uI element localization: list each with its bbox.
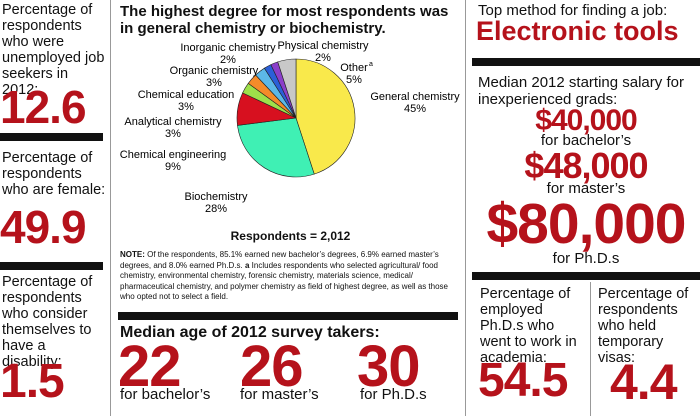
pie-slice [295,58,356,175]
rule [0,262,103,270]
pie-slice [277,58,297,119]
note: NOTE: Of the respondents, 85.1% earned n… [120,250,456,303]
stat-label: Percentage of respondents who were unemp… [2,2,105,98]
stat-value: 54.5 [478,354,568,407]
slice-value: 2% [315,52,331,64]
footnote-mark: a [369,61,373,68]
slice-label: Chemical education [138,89,235,101]
slice-label: General chemistry [370,91,460,103]
note-text: Includes respondents who selected agricu… [120,260,449,302]
slice-value: 3% [178,101,194,113]
slice-label: Organic chemistry [170,65,259,77]
salary-value: $80,000 [486,192,686,256]
stat-value: 49.9 [0,201,87,253]
stat-value: 4.4 [610,354,678,410]
stat-value: 12.6 [0,81,87,133]
salary-label: for Ph.D.s [552,250,620,267]
chart-title: The highest degree for most respondents … [120,3,449,37]
rule [472,272,700,280]
rule [0,133,103,141]
slice-value: 5% [346,74,362,86]
stat-value: 1.5 [0,355,65,408]
stat-label: Percentage of employed Ph.D.s who went t… [480,286,577,366]
slice-value: 3% [165,128,181,140]
slice-label: Chemical engineering [120,149,226,161]
slice-label: Inorganic chemistry [180,42,276,54]
divider [110,0,111,416]
job-value: Electronic tools [476,16,679,46]
job-label: Top method for finding a job: [478,2,668,19]
pie-slice [237,117,315,178]
age-title: Median age of 2012 survey takers: [120,324,380,341]
note-label: NOTE: [120,250,145,259]
respondents: Respondents = 2,012 [230,229,351,243]
salary-value: $48,000 [524,145,648,186]
divider [465,0,466,416]
slice-value: 28% [205,203,227,215]
slice-label: Biochemistry [185,191,248,203]
salary-label: for bachelor’s [540,132,632,149]
slice-label: Other [340,62,368,74]
salary-value: $40,000 [535,104,637,137]
slice-label: Analytical chemistry [124,116,222,128]
stat-label: Percentage of respondents who consider t… [2,274,93,370]
salary-label: for master’s [546,180,626,197]
slice-value: 9% [165,161,181,173]
age-label: for Ph.D.s [360,386,427,403]
note-text: Of the respondents, 85.1% earned new bac… [120,250,439,270]
slice-label: Physical chemistry [277,40,369,52]
rule [118,312,458,320]
stat-label: Percentage of respondents who held tempo… [598,286,689,366]
slice-value: 2% [220,54,236,66]
age-value: 30 [357,334,421,399]
rule [472,58,700,66]
age-value: 22 [118,334,182,399]
note-mark: a [244,260,250,270]
slice-value: 3% [206,77,222,89]
stat-label: Percentage of respondents who are female… [2,150,106,198]
age-label: for bachelor’s [120,386,211,403]
age-value: 26 [240,334,304,399]
salary-title: Median 2012 starting salary for inexperi… [478,74,684,108]
divider [590,282,591,416]
age-label: for master’s [240,386,319,403]
slice-value: 45% [404,103,426,115]
